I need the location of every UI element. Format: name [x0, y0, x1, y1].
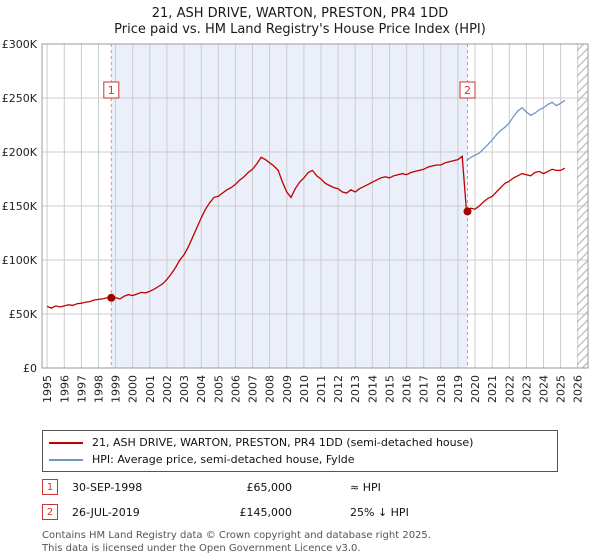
hpi-line	[466, 99, 566, 162]
x-tick-label: 2014	[366, 375, 379, 403]
x-tick-label: 1999	[110, 375, 123, 403]
sale-1-marker-box: 1	[42, 479, 58, 495]
sale-1-number: 1	[108, 84, 115, 97]
sale-2-number: 2	[464, 84, 471, 97]
x-tick-label: 2026	[572, 375, 585, 403]
x-tick-label: 1996	[58, 375, 71, 403]
y-tick-label: £50K	[9, 308, 38, 321]
sale-2-vs-hpi: 25% ↓ HPI	[350, 505, 409, 519]
price-paid-line-swatch	[49, 441, 83, 444]
sale-1-vs-hpi: ≈ HPI	[350, 480, 381, 494]
y-tick-label: £200K	[2, 146, 38, 159]
x-tick-label: 2015	[384, 375, 397, 403]
x-tick-label: 2019	[452, 375, 465, 403]
sale-1-date: 30-SEP-1998	[72, 480, 143, 494]
legend-label-hpi: HPI: Average price, semi-detached house,…	[92, 453, 355, 466]
y-tick-label: £150K	[2, 200, 38, 213]
x-tick-label: 2000	[127, 375, 140, 403]
future-hatch-region	[576, 44, 588, 368]
hpi-line-swatch	[49, 458, 83, 461]
x-tick-label: 2023	[520, 375, 533, 403]
x-tick-label: 2022	[503, 375, 516, 403]
sale-1-price: £65,000	[246, 480, 293, 494]
x-tick-label: 2011	[315, 375, 328, 403]
sale-2-point	[463, 207, 472, 216]
x-tick-label: 2002	[161, 375, 174, 403]
legend-item-price-paid: 21, ASH DRIVE, WARTON, PRESTON, PR4 1DD …	[49, 434, 551, 451]
x-tick-label: 2009	[281, 375, 294, 403]
sale-row-2: 2 26-JUL-2019 £145,000 25% ↓ HPI	[42, 504, 600, 520]
x-tick-label: 1997	[75, 375, 88, 403]
sale-2-marker-box: 2	[42, 504, 58, 520]
x-tick-label: 2013	[349, 375, 362, 403]
x-tick-label: 2001	[144, 375, 157, 403]
x-tick-label: 2005	[212, 375, 225, 403]
license-footer: Contains HM Land Registry data © Crown c…	[42, 529, 600, 555]
y-tick-label: £300K	[2, 38, 38, 51]
plot-border	[41, 43, 589, 369]
price-paid-line	[46, 155, 566, 309]
legend-label-price-paid: 21, ASH DRIVE, WARTON, PRESTON, PR4 1DD …	[92, 436, 474, 449]
y-tick-label: £250K	[2, 92, 38, 105]
chart-header: 21, ASH DRIVE, WARTON, PRESTON, PR4 1DD …	[0, 0, 600, 38]
footer-line-2: This data is licensed under the Open Gov…	[42, 543, 361, 554]
x-tick-label: 1998	[93, 375, 106, 403]
page-subtitle: Price paid vs. HM Land Registry's House …	[114, 22, 486, 37]
y-tick-label: £0	[23, 362, 37, 375]
sale-row-1: 1 30-SEP-1998 £65,000 ≈ HPI	[42, 479, 600, 495]
x-tick-label: 2003	[178, 375, 191, 403]
sale-1-number-box	[103, 81, 120, 99]
x-tick-label: 2012	[332, 375, 345, 403]
x-tick-label: 2016	[401, 375, 414, 403]
x-tick-label: 2006	[229, 375, 242, 403]
x-tick-label: 2025	[555, 375, 568, 403]
x-tick-label: 2018	[435, 375, 448, 403]
legend: 21, ASH DRIVE, WARTON, PRESTON, PR4 1DD …	[42, 430, 558, 472]
price-chart: 1 2 £0 £50K £100K £150K £200K £250K £300K 1995 199…	[2, 38, 589, 403]
sale-2-date: 26-JUL-2019	[72, 505, 140, 519]
page-title: 21, ASH DRIVE, WARTON, PRESTON, PR4 1DD	[151, 6, 449, 21]
x-tick-label: 2021	[486, 375, 499, 403]
x-tick-label: 2008	[264, 375, 277, 403]
y-tick-label: £100K	[2, 254, 38, 267]
sale-2-number-box	[459, 81, 476, 99]
x-tick-label: 1995	[41, 375, 54, 403]
x-tick-label: 2010	[298, 375, 311, 403]
sale-1-point	[107, 293, 116, 302]
x-tick-label: 2007	[247, 375, 260, 403]
footer-line-1: Contains HM Land Registry data © Crown c…	[42, 530, 431, 541]
sale-2-price: £145,000	[239, 505, 293, 519]
x-tick-label: 2004	[195, 375, 208, 403]
sales-table: 1 30-SEP-1998 £65,000 ≈ HPI 2 26-JUL-201…	[0, 479, 600, 520]
legend-item-hpi: HPI: Average price, semi-detached house,…	[49, 451, 551, 468]
x-tick-label: 2024	[538, 375, 551, 403]
x-tick-label: 2020	[469, 375, 482, 403]
x-tick-label: 2017	[418, 375, 431, 403]
